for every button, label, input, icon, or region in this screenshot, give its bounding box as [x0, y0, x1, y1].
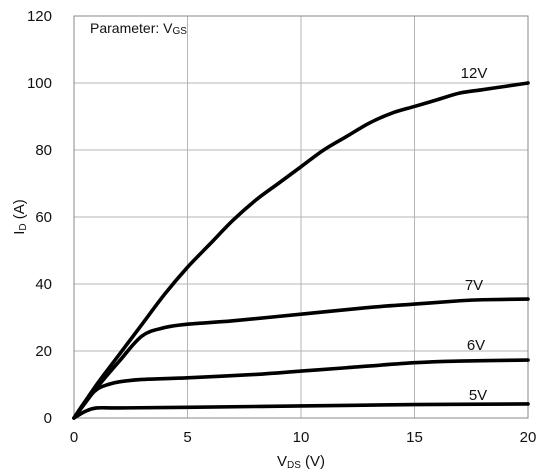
- y-tick-label: 100: [27, 75, 52, 92]
- grid-lines: [74, 16, 528, 418]
- series-group: [72, 81, 530, 420]
- series-label-vgs-5v: 5V: [469, 387, 487, 404]
- x-axis-label: VDS (V): [277, 453, 325, 471]
- y-tick-label: 0: [44, 410, 52, 427]
- plot-area: [73, 15, 529, 419]
- series-label-vgs-12v: 12V: [461, 65, 488, 82]
- x-tick-label: 0: [70, 429, 78, 446]
- parameter-annotation: Parameter: VGS: [90, 20, 187, 37]
- series-line-vgs-5v: [72, 402, 530, 420]
- series-line-vgs-7v: [72, 297, 530, 420]
- series-label-vgs-6v: 6V: [467, 337, 485, 354]
- y-axis-label: ID (A): [11, 199, 29, 235]
- axis-ticks: 0 5 10 15 20 0 20 40 60 80 100 120: [27, 8, 536, 446]
- series-labels: 12V 7V 6V 5V: [461, 65, 488, 404]
- y-tick-label: 40: [35, 276, 52, 293]
- x-tick-label: 10: [293, 429, 310, 446]
- x-tick-label: 20: [520, 429, 537, 446]
- y-tick-label: 20: [35, 343, 52, 360]
- x-tick-label: 15: [406, 429, 423, 446]
- series-label-vgs-7v: 7V: [465, 277, 483, 294]
- series-line-vgs-12v: [72, 81, 530, 420]
- y-tick-label: 60: [35, 209, 52, 226]
- series-line-vgs-6v: [72, 358, 530, 420]
- x-tick-label: 5: [183, 429, 191, 446]
- y-tick-label: 120: [27, 8, 52, 25]
- y-tick-label: 80: [35, 142, 52, 159]
